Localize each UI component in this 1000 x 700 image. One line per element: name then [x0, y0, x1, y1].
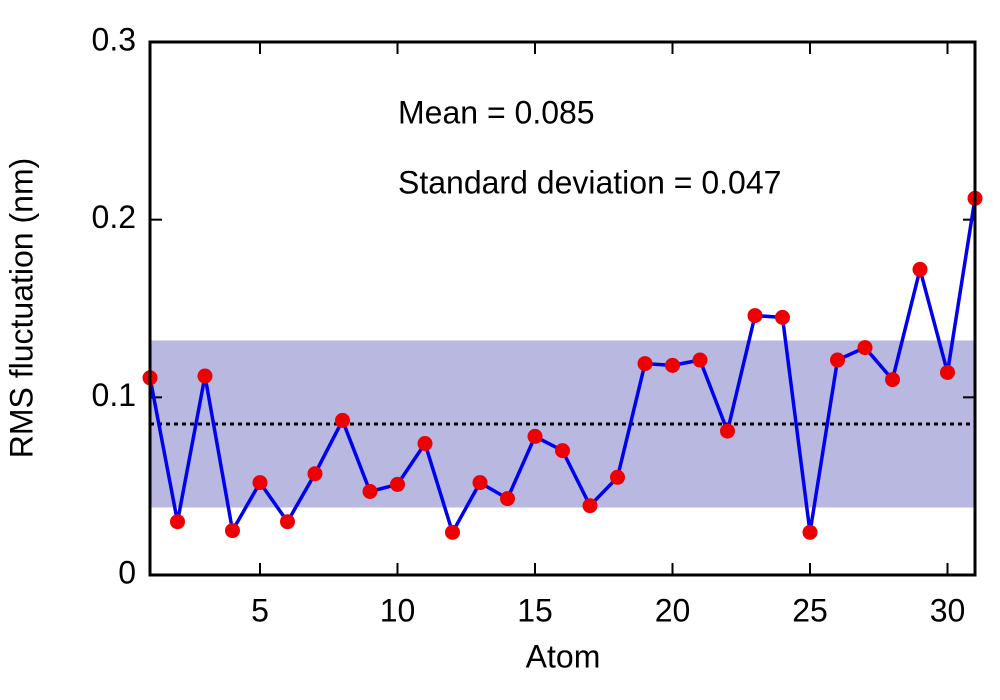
data-point: [747, 308, 763, 324]
data-point: [885, 372, 900, 388]
data-point: [857, 340, 873, 356]
x-tick-label: 30: [930, 592, 966, 628]
data-point: [802, 524, 818, 540]
plot-frame: [148, 40, 977, 577]
data-point: [335, 412, 350, 428]
x-tick-label: 5: [251, 592, 269, 628]
data-point: [692, 352, 708, 368]
data-point: [197, 368, 213, 384]
data-point: [307, 466, 323, 482]
data-point: [582, 498, 598, 514]
data-point: [252, 475, 268, 491]
x-axis-label: Atom: [526, 638, 601, 674]
data-point: [500, 491, 515, 507]
data-point: [775, 309, 790, 325]
data-point: [472, 475, 488, 491]
data-point: [280, 514, 295, 530]
data-point: [912, 261, 928, 277]
data-point: [637, 356, 653, 372]
y-tick-label: 0.2: [92, 199, 136, 235]
y-axis-label: RMS fluctuation (nm): [3, 158, 39, 459]
data-point: [417, 436, 433, 452]
data-point: [170, 514, 185, 530]
x-tick-label: 15: [517, 592, 553, 628]
data-point: [665, 357, 680, 373]
data-point: [555, 443, 570, 459]
data-point: [940, 364, 955, 380]
annotation: Standard deviation = 0.047: [398, 164, 781, 200]
data-point: [527, 428, 543, 444]
x-tick-label: 25: [792, 592, 828, 628]
data-point: [830, 352, 845, 368]
data-point: [720, 423, 735, 439]
y-tick-label: 0.3: [92, 21, 136, 57]
data-point: [445, 524, 460, 540]
data-point: [610, 469, 625, 485]
annotation: Mean = 0.085: [398, 94, 595, 130]
data-point: [225, 523, 240, 539]
data-point: [390, 476, 405, 492]
y-tick-label: 0.1: [92, 377, 136, 413]
x-tick-label: 10: [380, 592, 416, 628]
data-point: [362, 483, 378, 499]
y-tick-label: 0: [118, 554, 136, 590]
x-tick-label: 20: [655, 592, 691, 628]
